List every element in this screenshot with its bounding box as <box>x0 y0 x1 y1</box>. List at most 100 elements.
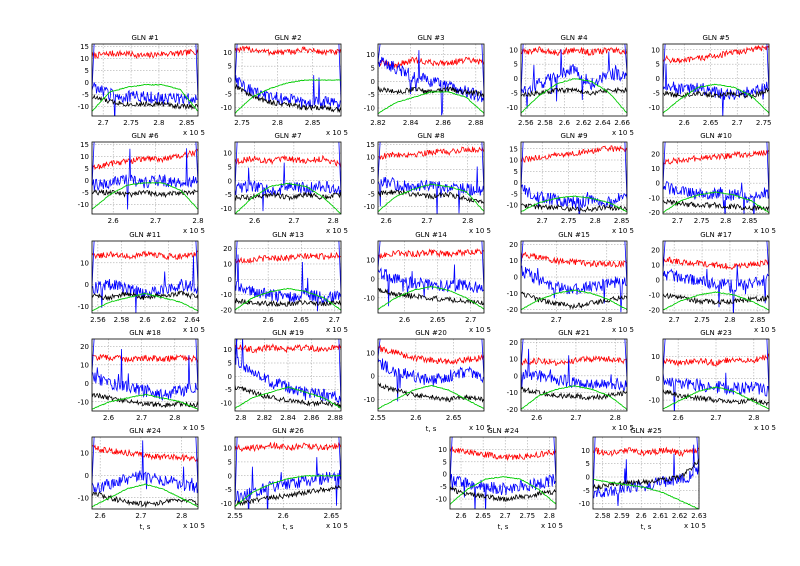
y-tick-label: 20 <box>223 245 232 253</box>
axes-frame <box>662 240 770 314</box>
y-tick-label: 10 <box>80 259 89 267</box>
x-tick-label: 2.6 <box>531 414 543 422</box>
y-tick-label: 20 <box>651 247 660 255</box>
x-tick-label: 2.6 <box>673 414 685 422</box>
x-multiplier: x 10 5 <box>183 227 205 235</box>
y-tick-label: 20 <box>509 339 518 347</box>
x-tick-label: 2.7 <box>421 217 432 225</box>
x-tick-label: 2.85 <box>750 316 766 324</box>
y-tick-label: 0 <box>85 281 89 289</box>
y-tick-label: 0 <box>656 75 660 83</box>
y-tick-label: 10 <box>223 49 232 57</box>
x-multiplier: x 10 5 <box>326 129 348 137</box>
series-red-line <box>521 145 627 163</box>
x-tick-label: 2.56 <box>90 316 106 324</box>
plot-area <box>235 241 341 313</box>
series-blue-line <box>521 142 627 214</box>
y-tick-label: 10 <box>651 46 660 54</box>
subplot-10: 2.7 2.75 2.8 2.85 -20 -10 0 10 20 GLN #10 x 10 5 <box>649 132 776 235</box>
series-green-line <box>235 287 341 311</box>
y-tick-label: -10 <box>78 103 89 111</box>
y-tick-label: 10 <box>366 256 375 264</box>
x-tick-label: 2.8 <box>176 512 187 520</box>
series-blue-line <box>521 339 627 393</box>
series-red-line <box>378 146 484 160</box>
x-tick-label: 2.65 <box>703 119 719 127</box>
subplot-17: 2.8 2.82 2.84 2.86 2.88 -10 -5 0 5 10 GLN #19 <box>221 329 343 422</box>
x-tick-label: 2.88 <box>468 119 484 127</box>
series-green-line <box>450 476 556 505</box>
y-tick-label: 5 <box>586 460 590 468</box>
y-tick-label: -5 <box>225 386 232 394</box>
y-tick-label: 5 <box>85 67 89 75</box>
x-tick-label: 2.75 <box>561 217 577 225</box>
y-tick-label: -5 <box>368 91 375 99</box>
y-tick-label: 10 <box>438 446 447 454</box>
x-tick-label: 2.7 <box>150 217 161 225</box>
series-blue-line <box>521 241 627 313</box>
y-tick-label: 0 <box>85 177 89 185</box>
x-multiplier: x 10 5 <box>612 129 634 137</box>
series-red-line <box>663 150 769 167</box>
subplot-title: GLN #21 <box>558 329 590 337</box>
x-tick-label: 2.6 <box>278 512 290 520</box>
y-tick-label: 10 <box>509 46 518 54</box>
x-multiplier: x 10 5 <box>326 227 348 235</box>
subplot-3: 2.82 2.84 2.86 2.88 -10 -5 0 5 10 GLN #3 <box>364 34 485 127</box>
series-red-line <box>378 344 484 365</box>
series-blue-line <box>663 241 769 313</box>
x-tick-label: 2.6 <box>636 512 648 520</box>
y-tick-label: 10 <box>223 260 232 268</box>
x-tick-label: 2.8 <box>601 316 612 324</box>
y-tick-label: -5 <box>225 90 232 98</box>
x-tick-label: 2.6 <box>103 414 115 422</box>
x-tick-label: 2.82 <box>370 119 386 127</box>
x-axis-label: t, s <box>426 425 437 433</box>
series-red-line <box>663 44 769 64</box>
x-tick-label: 2.7 <box>732 119 743 127</box>
x-multiplier: x 10 5 <box>684 522 706 530</box>
series-green-line <box>521 289 627 310</box>
x-tick-label: 2.65 <box>475 512 491 520</box>
x-multiplier: x 10 5 <box>754 326 776 334</box>
series-red-line <box>92 444 198 463</box>
y-tick-label: -20 <box>649 209 660 217</box>
series-red-line <box>521 46 627 57</box>
axes-frame <box>377 141 485 215</box>
series-green-line <box>593 479 699 509</box>
axes-frame <box>592 436 700 510</box>
series-blue-line <box>521 44 627 109</box>
y-tick-label: 10 <box>80 449 89 457</box>
x-tick-label: 2.6 <box>95 512 107 520</box>
x-tick-label: 2.7 <box>537 217 548 225</box>
y-tick-label: -20 <box>649 307 660 315</box>
series-red-line <box>92 353 198 364</box>
x-tick-label: 2.6 <box>410 414 422 422</box>
x-tick-label: 2.7 <box>98 119 109 127</box>
subplot-14: 2.7 2.8 -20 -10 0 10 20 GLN #15 x 10 5 <box>507 231 634 334</box>
x-tick-label: 2.7 <box>669 316 680 324</box>
subplot-18: 2.55 2.6 2.65 -10 0 10 GLN #20 x 10 5 t, s <box>364 329 491 433</box>
y-tick-label: -10 <box>221 205 232 213</box>
x-multiplier: x 10 5 <box>612 424 634 432</box>
x-tick-label: 2.6 <box>381 217 393 225</box>
series-blue-line <box>235 339 341 404</box>
series-red-line <box>663 353 769 367</box>
x-axis-label: t, s <box>283 523 294 531</box>
subplot-title: GLN #24 <box>129 427 161 435</box>
series-green-line <box>92 181 198 210</box>
y-tick-label: 0 <box>85 472 89 480</box>
subplot-22: 2.55 2.6 2.65 -10 -5 0 5 10 GLN #26 x 10 5 t, s <box>221 427 348 531</box>
series-blue-line <box>378 44 484 116</box>
subplot-title: GLN #13 <box>272 231 304 239</box>
y-tick-label: -5 <box>440 483 447 491</box>
y-tick-label: -20 <box>507 306 518 314</box>
x-tick-label: 2.75 <box>519 512 535 520</box>
y-tick-label: 5 <box>228 458 232 466</box>
x-tick-label: 2.7 <box>570 414 581 422</box>
series-black-line <box>663 292 769 306</box>
y-tick-label: 5 <box>514 61 518 69</box>
series-blue-line <box>92 142 198 210</box>
series-green-line <box>235 386 341 409</box>
y-tick-label: 15 <box>366 141 375 149</box>
